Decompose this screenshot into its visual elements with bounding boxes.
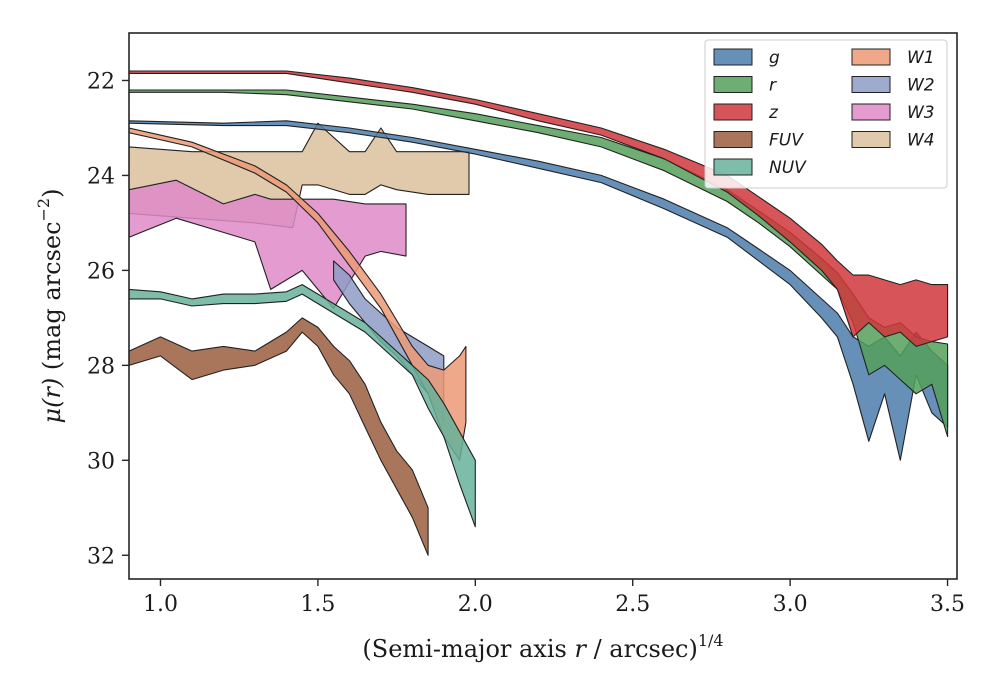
y-tick-label: 32 xyxy=(87,544,115,569)
legend-label-w4: W4 xyxy=(907,131,935,151)
y-tick-label: 22 xyxy=(87,69,115,94)
legend-label-w3: W3 xyxy=(907,103,935,123)
legend-swatch-g xyxy=(713,48,753,66)
x-tick-label: 1.5 xyxy=(300,592,335,617)
plot-frame xyxy=(128,32,958,580)
x-tick-label: 2.5 xyxy=(615,592,650,617)
series-band-z xyxy=(129,70,949,347)
legend-label-z: z xyxy=(768,103,779,123)
legend: grz FUV NUV W1 W2 W3 W4 xyxy=(704,39,948,189)
series-band-w1 xyxy=(129,127,467,461)
x-tick-label: 1.0 xyxy=(143,592,178,617)
series-band-fuv xyxy=(129,317,429,556)
legend-swatch-w4 xyxy=(851,131,891,148)
legend-label-nuv: NUV xyxy=(769,158,807,178)
legend-label-g: g xyxy=(769,48,780,68)
y-tick-label: 24 xyxy=(87,164,115,189)
legend-swatch-r xyxy=(713,76,753,93)
series-band-r xyxy=(129,89,949,438)
axis-ticks: 1.0 1.5 2.0 2.5 3.0 3.5 22 24 26 28 30 32 xyxy=(87,69,965,617)
legend-label-w1: W1 xyxy=(907,48,935,68)
legend-swatch-w3 xyxy=(851,103,891,121)
y-tick-label: 30 xyxy=(87,449,115,474)
legend-swatch-z xyxy=(713,103,753,121)
series-band-nuv xyxy=(129,284,476,528)
legend-swatch-w2 xyxy=(851,76,891,93)
x-tick-label: 3.5 xyxy=(930,592,965,617)
x-tick-label: 3.0 xyxy=(773,592,808,617)
legend-label-r: r xyxy=(769,76,777,96)
x-axis-title: (Semi-major axis r / arcsec)1/4 xyxy=(362,631,723,663)
series-layer xyxy=(129,70,949,556)
legend-swatch-fuv xyxy=(713,131,753,148)
legend-swatch-nuv xyxy=(713,158,753,176)
y-tick-label: 26 xyxy=(87,259,115,284)
legend-swatch-w1 xyxy=(851,48,891,66)
legend-label-w2: W2 xyxy=(907,76,935,96)
legend-label-fuv: FUV xyxy=(769,131,804,151)
y-tick-label: 28 xyxy=(87,354,115,379)
y-axis-title: μ(r) (mag arcsec−2) xyxy=(34,189,66,424)
x-tick-label: 2.0 xyxy=(458,592,493,617)
